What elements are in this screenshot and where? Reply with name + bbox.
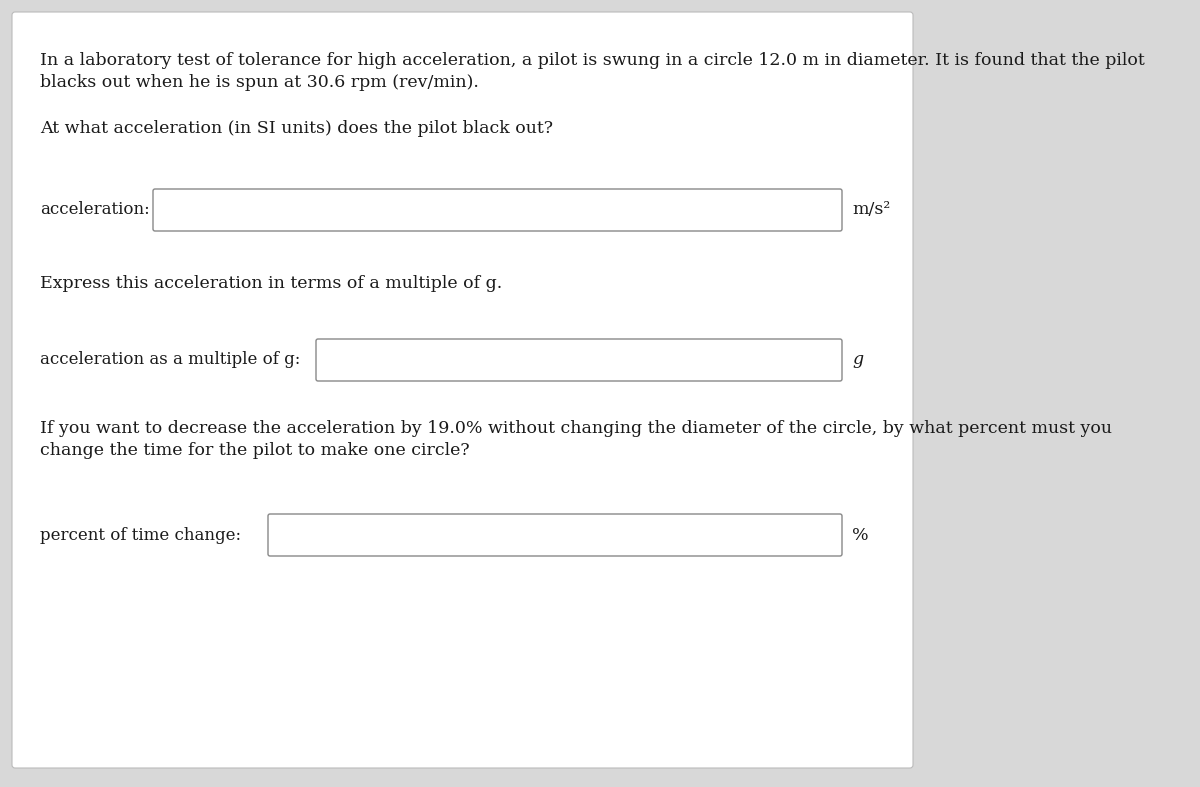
- FancyBboxPatch shape: [268, 514, 842, 556]
- Text: percent of time change:: percent of time change:: [40, 527, 241, 544]
- Text: change the time for the pilot to make one circle?: change the time for the pilot to make on…: [40, 442, 469, 459]
- Text: Express this acceleration in terms of a multiple of g.: Express this acceleration in terms of a …: [40, 275, 503, 292]
- Text: acceleration:: acceleration:: [40, 201, 150, 219]
- Text: If you want to decrease the acceleration by 19.0% without changing the diameter : If you want to decrease the acceleration…: [40, 420, 1112, 437]
- Text: blacks out when he is spun at 30.6 rpm (rev/min).: blacks out when he is spun at 30.6 rpm (…: [40, 74, 479, 91]
- FancyBboxPatch shape: [154, 189, 842, 231]
- Text: %: %: [852, 527, 869, 544]
- Text: At what acceleration (in SI units) does the pilot black out?: At what acceleration (in SI units) does …: [40, 120, 553, 137]
- Text: acceleration as a multiple of g:: acceleration as a multiple of g:: [40, 352, 300, 368]
- Text: g: g: [852, 352, 863, 368]
- FancyBboxPatch shape: [12, 12, 913, 768]
- FancyBboxPatch shape: [316, 339, 842, 381]
- Text: m/s²: m/s²: [852, 201, 890, 219]
- Text: In a laboratory test of tolerance for high acceleration, a pilot is swung in a c: In a laboratory test of tolerance for hi…: [40, 52, 1145, 69]
